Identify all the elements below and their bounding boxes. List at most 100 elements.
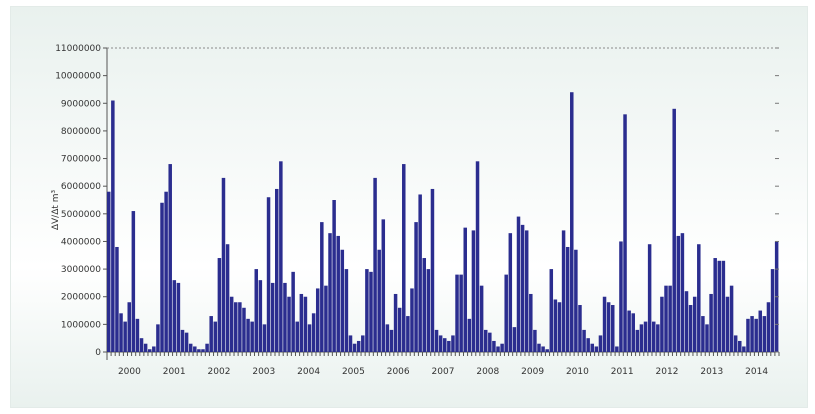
bar [209,316,213,352]
bar [373,177,377,352]
bar [303,296,308,352]
y-axis-ticks: 0 1000000 2000000 3000000 4000000 5000000 6000… [55,44,779,358]
bar [766,302,771,352]
bar [475,161,480,352]
x-tick-label: 2008 [476,367,499,377]
bar [152,346,156,352]
bar [664,285,668,352]
bar [516,216,521,352]
bar [738,340,742,352]
bar [143,343,148,352]
x-tick-label: 2013 [700,367,723,377]
bar [479,285,484,352]
bar [578,305,582,352]
bar [611,305,615,352]
bar [557,302,562,352]
bar [328,233,332,352]
x-tick-label: 2007 [432,367,455,377]
bar [430,188,435,352]
bar [311,313,316,352]
bar [639,324,644,352]
bar [119,313,123,352]
x-tick-label: 2004 [297,367,320,377]
bar [668,285,672,352]
bar [701,316,705,352]
bar [205,343,209,352]
bar [193,346,197,352]
bar [520,224,525,352]
bar [258,280,263,352]
y-tick-label: 1000000 [61,320,101,330]
bar [705,324,709,352]
bar [606,302,611,352]
bar [418,194,422,352]
bar [254,269,259,352]
x-tick-label: 2014 [745,367,768,377]
bar [164,191,168,352]
bar [508,233,513,352]
bar [651,321,656,352]
bar [746,318,750,352]
bar [266,197,271,352]
bar [570,92,574,352]
bar [307,324,312,352]
bar [590,343,595,352]
bar [123,321,127,352]
bar [643,321,648,352]
bar [602,296,607,352]
y-tick-label: 4000000 [61,237,101,247]
bar [594,346,599,352]
bar [541,346,545,352]
bar [168,164,172,352]
bar [135,318,140,352]
bar [180,329,185,352]
bar [369,271,373,352]
bar [754,318,758,352]
bar [615,346,619,352]
bars [107,92,779,352]
bar [131,211,136,352]
y-tick-label: 5000000 [61,210,101,220]
bar [385,324,390,352]
bar [721,260,726,352]
bar [299,293,304,352]
y-tick-label: 0 [95,348,101,358]
bar [332,200,336,352]
bar [188,343,193,352]
bar [377,249,381,352]
bar [713,258,717,352]
bar [635,329,640,352]
bar [336,235,340,352]
x-tick-label: 2002 [208,367,231,377]
bar [533,329,537,352]
bar [488,332,492,352]
bar [725,296,730,352]
bar [582,329,586,352]
bar [426,269,431,352]
bar [742,346,746,352]
bar [729,285,734,352]
bar [500,343,504,352]
bar [410,288,414,352]
bar [762,316,767,352]
bar [389,329,394,352]
bar [250,321,254,352]
bar [127,302,131,352]
bar [750,316,754,352]
bar [156,324,160,352]
bar [365,269,369,352]
bar [213,321,218,352]
x-tick-label: 2005 [342,367,365,377]
bar [688,305,693,352]
bar [512,327,517,352]
bar [443,338,447,352]
bar [545,349,549,352]
y-tick-label: 6000000 [61,182,101,192]
bar [393,293,398,352]
bar [504,274,508,352]
bar [184,332,189,352]
bar [356,340,361,352]
y-tick-label: 2000000 [61,293,101,303]
bar [197,349,201,352]
